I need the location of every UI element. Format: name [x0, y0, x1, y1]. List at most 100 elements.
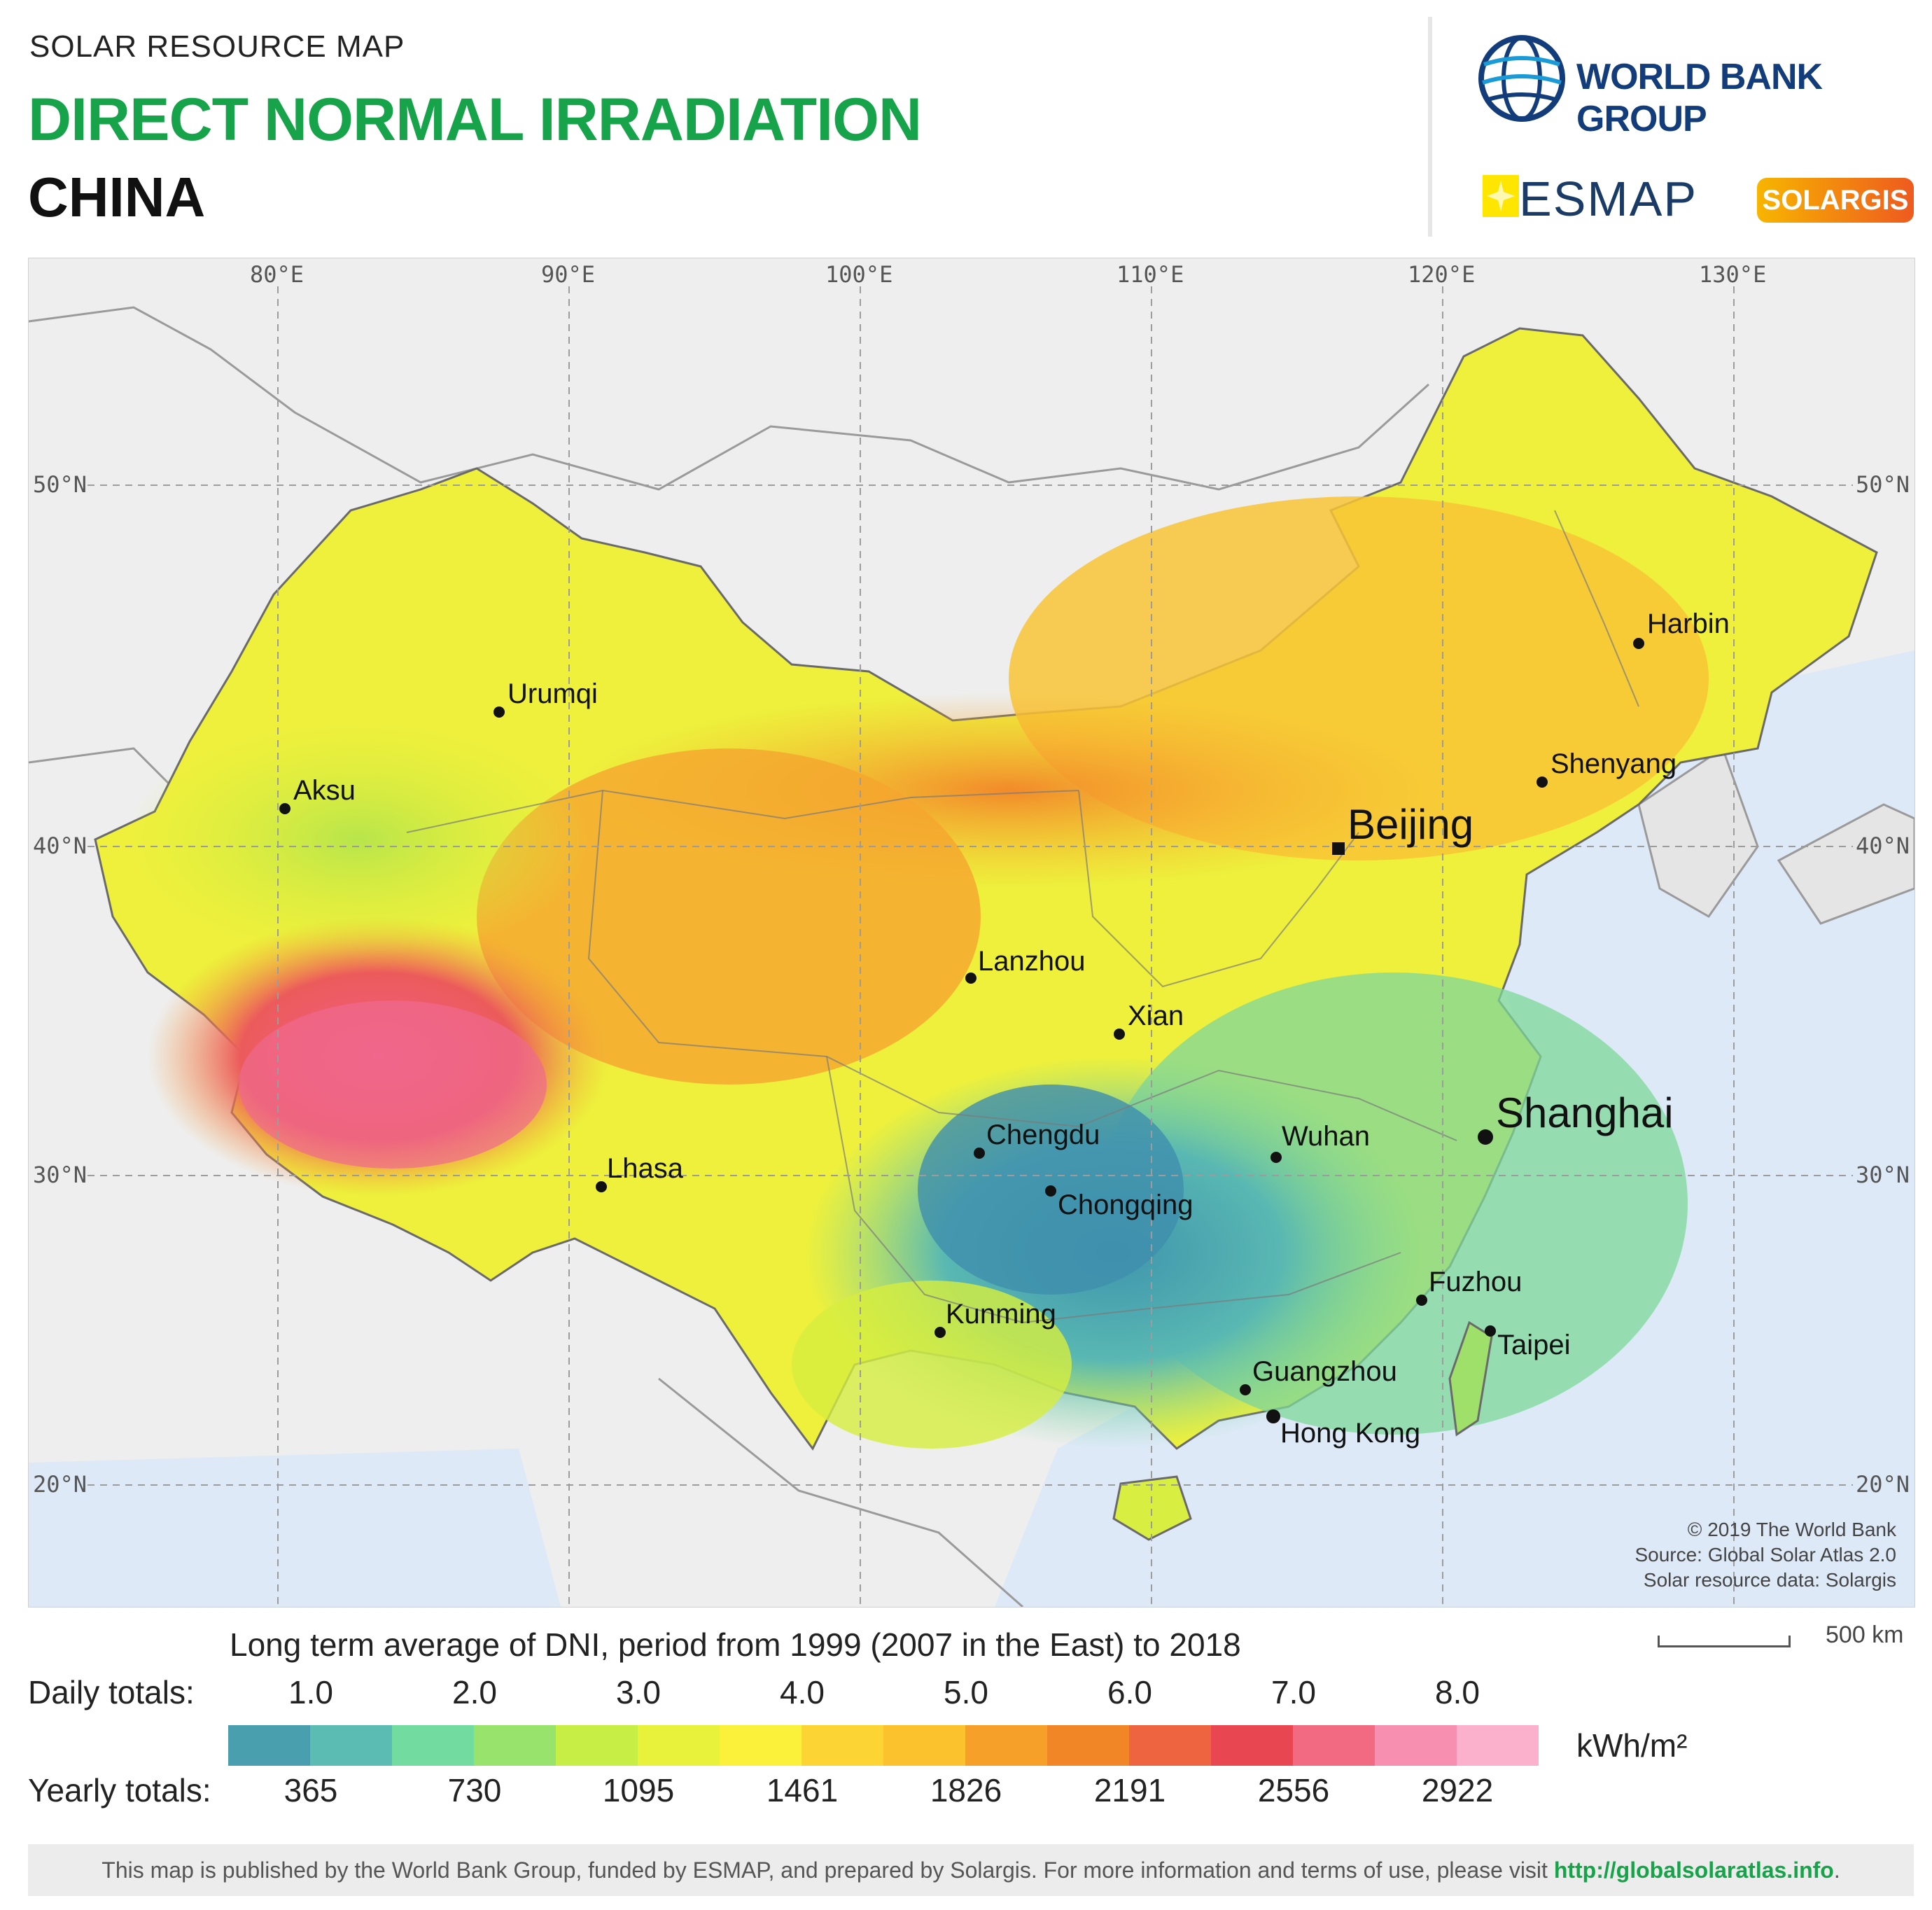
yearly-value: 2556 [1257, 1772, 1330, 1808]
city-marker [493, 706, 505, 718]
map-credits: © 2019 The World Bank Source: Global Sol… [1634, 1517, 1896, 1593]
daily-value: 2.0 [452, 1674, 497, 1710]
yearly-totals-label: Yearly totals: [28, 1772, 211, 1808]
city-marker [1633, 638, 1644, 649]
daily-value: 8.0 [1435, 1674, 1480, 1710]
city-marker [1266, 1409, 1280, 1423]
city-label-xian: Xian [1128, 1001, 1184, 1031]
city-label-shenyang: Shenyang [1550, 748, 1677, 779]
legend-swatch [1457, 1725, 1539, 1766]
daily-value: 6.0 [1107, 1674, 1152, 1710]
esmap-sun-icon [1483, 175, 1519, 221]
city-label-aksu: Aksu [293, 775, 356, 806]
city-label-harbin: Harbin [1647, 608, 1730, 639]
longitude-tick: 100°E [825, 261, 893, 288]
daily-value: 5.0 [944, 1674, 988, 1710]
yearly-value: 1461 [766, 1772, 839, 1808]
legend-swatch [802, 1725, 883, 1766]
dni-map-graphic [29, 286, 1914, 1607]
longitude-tick: 120°E [1408, 261, 1476, 288]
scale-label: 500 km [1826, 1622, 1904, 1648]
daily-value: 4.0 [780, 1674, 825, 1710]
city-marker [1536, 776, 1548, 788]
latitude-tick: 50°N [33, 471, 88, 498]
legend-swatch [392, 1725, 474, 1766]
daily-value: 7.0 [1271, 1674, 1316, 1710]
longitude-tick: 90°E [541, 261, 596, 288]
city-label-beijing: Beijing [1348, 801, 1474, 848]
latitude-tick: 40°N [33, 832, 88, 859]
legend-swatch [1211, 1725, 1293, 1766]
city-label-wuhan: Wuhan [1282, 1121, 1371, 1152]
map-area: 80°E 90°E 100°E 110°E 120°E 130°E 50°N 4… [28, 258, 1915, 1608]
capital-marker [1332, 842, 1345, 855]
latitude-tick: 20°N [1856, 1471, 1910, 1498]
city-label-fuzhou: Fuzhou [1429, 1267, 1522, 1297]
header-divider [1428, 17, 1432, 237]
esmap-logo-text: ESMAP [1519, 172, 1698, 226]
city-marker [1270, 1152, 1282, 1163]
legend-swatch [1047, 1725, 1129, 1766]
city-marker [1240, 1384, 1251, 1395]
legend-swatch [228, 1725, 310, 1766]
city-label-urumqi: Urumqi [507, 678, 598, 709]
city-marker [1045, 1185, 1056, 1197]
longitude-tick: 110°E [1116, 261, 1184, 288]
longitude-tick: 130°E [1699, 261, 1767, 288]
legend-swatch [1375, 1725, 1457, 1766]
city-label-lanzhou: Lanzhou [978, 946, 1086, 977]
map-title: DIRECT NORMAL IRRADIATION [28, 86, 922, 153]
latitude-tick: 20°N [33, 1471, 88, 1498]
legend-swatch [883, 1725, 965, 1766]
solargis-logo: SOLARGIS [1757, 178, 1914, 223]
city-label-chongqing: Chongqing [1058, 1190, 1194, 1220]
legend-caption: Long term average of DNI, period from 19… [230, 1626, 1241, 1663]
legend-swatch [638, 1725, 720, 1766]
city-marker [596, 1181, 607, 1192]
legend-swatch [556, 1725, 638, 1766]
footer-tail: . [1833, 1857, 1840, 1883]
map-subtitle: SOLAR RESOURCE MAP [29, 29, 405, 64]
city-marker [965, 973, 976, 984]
yearly-value: 2191 [1093, 1772, 1166, 1808]
credit-line: © 2019 The World Bank [1687, 1519, 1896, 1540]
legend-swatch [720, 1725, 802, 1766]
yearly-value: 1095 [602, 1772, 675, 1808]
city-marker [934, 1327, 946, 1338]
city-label-shanghai: Shanghai [1496, 1089, 1674, 1136]
footer-text: This map is published by the World Bank … [102, 1857, 1554, 1883]
city-label-lhasa: Lhasa [607, 1153, 683, 1184]
yearly-value: 365 [284, 1772, 338, 1808]
daily-value: 3.0 [616, 1674, 661, 1710]
city-label-kunming: Kunming [946, 1299, 1056, 1330]
city-label-chengdu: Chengdu [986, 1120, 1100, 1150]
city-label-guangzhou: Guangzhou [1252, 1356, 1397, 1387]
legend-color-bar [228, 1725, 1539, 1766]
legend-swatch [1293, 1725, 1375, 1766]
legend-swatch [1129, 1725, 1211, 1766]
city-marker [1478, 1129, 1493, 1145]
daily-value: 1.0 [288, 1674, 333, 1710]
city-label-taipei: Taipei [1497, 1330, 1571, 1360]
scale-bar [1658, 1636, 1791, 1647]
latitude-tick: 50°N [1856, 471, 1910, 498]
world-bank-globe-icon [1477, 34, 1567, 127]
latitude-tick: 30°N [33, 1162, 88, 1188]
globalsolaratlas-link[interactable]: http://globalsolaratlas.info [1553, 1857, 1834, 1883]
city-marker [1416, 1295, 1427, 1306]
credit-line: Source: Global Solar Atlas 2.0 [1634, 1544, 1896, 1566]
city-marker [974, 1148, 985, 1159]
yearly-value: 1826 [930, 1772, 1002, 1808]
credit-line: Solar resource data: Solargis [1643, 1569, 1896, 1591]
longitude-tick: 80°E [250, 261, 304, 288]
country-name: CHINA [28, 166, 206, 228]
city-marker [1485, 1325, 1496, 1337]
daily-totals-label: Daily totals: [28, 1674, 195, 1710]
yearly-value: 2922 [1421, 1772, 1494, 1808]
latitude-tick: 30°N [1856, 1162, 1910, 1188]
city-marker [279, 803, 290, 814]
footer-note: This map is published by the World Bank … [28, 1844, 1914, 1896]
world-bank-group-logo-text: WORLD BANK GROUP [1576, 57, 1823, 139]
legend-unit: kWh/m² [1576, 1727, 1688, 1764]
latitude-tick: 40°N [1856, 832, 1910, 859]
